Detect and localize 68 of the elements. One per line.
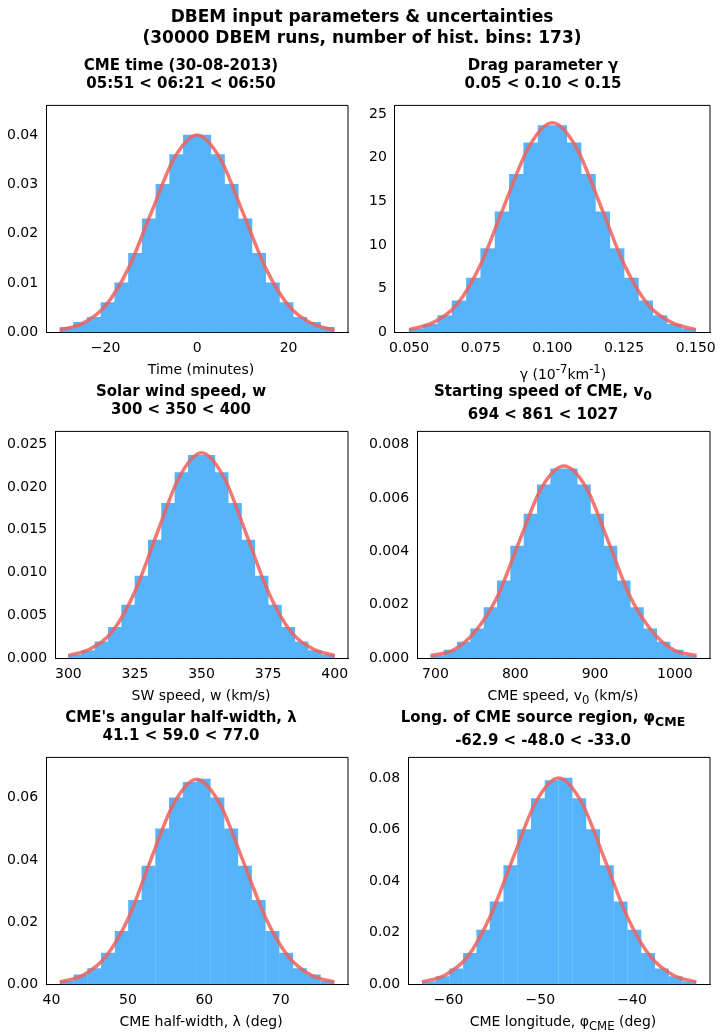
y-tick-label: 0.00	[369, 974, 401, 991]
chart-title: CME time (30-08-2013) 05:51 < 06:21 < 06:50	[82, 56, 280, 94]
x-tick-label: −20	[90, 339, 121, 356]
y-tick-label: 0.03	[7, 174, 39, 191]
y-tick-label: 10	[368, 235, 387, 252]
x-tick-label: 70	[271, 991, 290, 1008]
y-tick-label: 0.01	[7, 273, 39, 290]
x-tick-label: 350	[188, 665, 215, 682]
x-axis-title: CME speed, v$_{0}$ (km/s)	[486, 686, 640, 708]
y-tick-label: 0.010	[6, 563, 48, 580]
chart-title: Solar wind speed, w 300 < 350 < 400	[94, 382, 268, 420]
x-tick-label: 300	[55, 665, 82, 682]
x-tick-label: 0	[192, 339, 202, 356]
x-tick-label: 900	[581, 665, 609, 682]
x-tick-label: −40	[617, 991, 647, 1008]
y-tick-label: 20	[368, 148, 387, 165]
y-tick-label: 0.025	[6, 434, 48, 451]
y-tick-label: 0.02	[7, 912, 39, 929]
chart-title: Drag parameter γ 0.05 < 0.10 < 0.15	[463, 56, 623, 94]
chart-title: Long. of CME source region, φ$_{CME}$ -62.9 < -48.0 < -33.0	[400, 708, 686, 749]
y-tick-label: 0.020	[6, 477, 48, 494]
y-tick-label: 0.002	[368, 595, 410, 612]
y-tick-label: 0.000	[6, 648, 48, 665]
y-tick-label: 0.00	[7, 974, 39, 991]
y-tick-label: 5	[377, 279, 387, 296]
chart-title: Starting speed of CME, v$_{0}$ 694 < 861 < 1027	[433, 382, 653, 423]
y-tick-label: 0.02	[7, 224, 39, 241]
x-tick-label: 1000	[657, 665, 693, 682]
x-axis-title: Time (minutes)	[146, 360, 256, 379]
y-tick-label: 0.02	[369, 923, 401, 940]
y-tick-label: 0.015	[6, 520, 48, 537]
y-tick-label: 0.000	[368, 648, 410, 665]
x-tick-label: 60	[195, 991, 214, 1008]
x-tick-label: 50	[119, 991, 137, 1008]
x-tick-label: 375	[254, 665, 282, 682]
y-tick-label: 0.06	[369, 820, 401, 837]
x-tick-label: 20	[279, 339, 298, 356]
chart-title: CME's angular half-width, λ 41.1 < 59.0 < 77.0	[64, 708, 298, 746]
y-tick-label: 0.004	[368, 542, 410, 559]
y-tick-label: 0.04	[7, 125, 39, 142]
x-tick-label: 0.050	[389, 339, 430, 356]
x-tick-label: −60	[433, 991, 464, 1008]
y-tick-label: 0.006	[368, 488, 410, 505]
x-tick-label: 40	[42, 991, 61, 1008]
text: DBEM input parameters & uncertainties (30000 DBEM runs, number of hist. bins: 173)	[141, 5, 583, 49]
x-tick-label: 700	[422, 665, 449, 682]
y-tick-label: 0.04	[369, 871, 401, 888]
x-tick-label: 0.100	[532, 339, 573, 356]
x-axis-title: SW speed, w (km/s)	[130, 686, 272, 705]
y-tick-label: 0.06	[7, 788, 39, 805]
y-tick-label: 25	[368, 104, 387, 121]
x-tick-label: 0.125	[603, 339, 645, 356]
y-tick-label: 0.04	[7, 850, 39, 867]
x-axis-title: CME half-width, λ (deg)	[118, 1012, 284, 1031]
x-axis-title: γ (10$^{-7}$km$^{-1}$)	[518, 361, 608, 382]
x-tick-label: 325	[121, 665, 149, 682]
y-tick-label: 15	[368, 191, 387, 208]
x-tick-label: 0.075	[460, 339, 501, 356]
y-tick-label: 0.00	[7, 322, 39, 339]
x-axis-title: CME longitude, φ$_{CME}$ (deg)	[468, 1012, 658, 1034]
y-tick-label: 0.005	[6, 606, 48, 623]
y-tick-label: 0.08	[369, 768, 401, 785]
x-tick-label: 400	[321, 665, 349, 682]
x-tick-label: −50	[525, 991, 556, 1008]
y-tick-label: 0.008	[368, 435, 410, 452]
y-tick-label: 0	[377, 322, 387, 339]
x-tick-label: 0.150	[675, 339, 716, 356]
x-tick-label: 800	[501, 665, 529, 682]
